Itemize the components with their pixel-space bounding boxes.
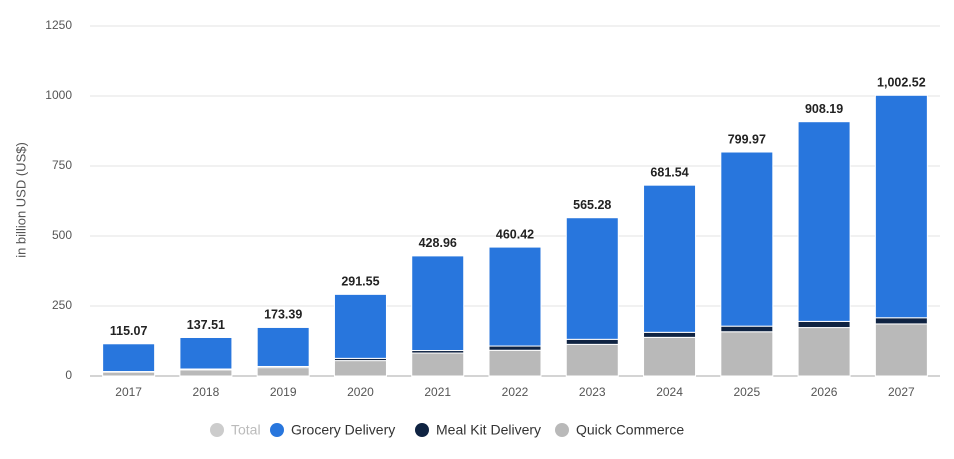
bar-segment <box>643 331 697 338</box>
data-label: 908.19 <box>805 102 843 116</box>
legend-marker[interactable] <box>270 423 284 437</box>
x-tick-label: 2025 <box>733 385 760 399</box>
bar-segment <box>256 367 310 377</box>
bar-segment <box>797 320 851 329</box>
x-tick-label: 2017 <box>115 385 142 399</box>
bar-segment <box>720 151 774 327</box>
bar-segment <box>720 331 774 377</box>
bar-segment <box>102 371 156 377</box>
bar-segment <box>874 94 928 319</box>
bar-segment <box>874 323 928 377</box>
y-tick-label: 500 <box>52 228 72 242</box>
data-label: 565.28 <box>573 198 611 212</box>
bar-segment <box>488 349 542 377</box>
bar-segment <box>488 246 542 347</box>
bar-segment <box>256 326 310 367</box>
legend-marker[interactable] <box>555 423 569 437</box>
data-label: 291.55 <box>341 275 379 289</box>
bar-segment <box>565 343 619 377</box>
x-tick-label: 2026 <box>811 385 838 399</box>
data-label: 173.39 <box>264 308 302 322</box>
data-label: 137.51 <box>187 318 225 332</box>
legend-marker[interactable] <box>210 423 224 437</box>
bar-segment <box>411 352 465 377</box>
bar-segment <box>102 343 156 373</box>
y-tick-label: 1000 <box>45 88 72 102</box>
legend-label[interactable]: Meal Kit Delivery <box>436 422 541 438</box>
bar-segment <box>797 121 851 322</box>
legend-label[interactable]: Quick Commerce <box>576 422 684 438</box>
bar-segment <box>333 293 387 359</box>
legend-label[interactable]: Grocery Delivery <box>291 422 395 438</box>
bar-segment <box>488 345 542 351</box>
y-tick-label: 250 <box>52 298 72 312</box>
x-tick-label: 2020 <box>347 385 374 399</box>
x-tick-label: 2019 <box>270 385 297 399</box>
x-tick-label: 2022 <box>502 385 529 399</box>
legend-label[interactable]: Total <box>231 422 261 438</box>
data-label: 460.42 <box>496 227 534 241</box>
y-axis-label: in billion USD (US$) <box>13 142 28 258</box>
x-tick-label: 2018 <box>193 385 220 399</box>
x-tick-label: 2023 <box>579 385 606 399</box>
bar-segment <box>874 317 928 325</box>
bar-segment <box>411 255 465 352</box>
bar-segment <box>333 360 387 377</box>
x-tick-label: 2027 <box>888 385 915 399</box>
y-tick-label: 0 <box>65 368 72 382</box>
legend-marker[interactable] <box>415 423 429 437</box>
bar-segment <box>797 327 851 377</box>
x-tick-label: 2024 <box>656 385 683 399</box>
data-label: 428.96 <box>419 236 457 250</box>
bar-segment <box>720 325 774 333</box>
bar-segment <box>179 369 233 377</box>
y-tick-label: 750 <box>52 158 72 172</box>
x-tick-label: 2021 <box>424 385 451 399</box>
bar-segment <box>643 336 697 377</box>
bar-segment <box>179 336 233 370</box>
data-label: 681.54 <box>650 165 688 179</box>
data-label: 115.07 <box>110 324 148 338</box>
bar-segment <box>643 184 697 333</box>
bar-segment <box>565 217 619 340</box>
y-tick-label: 1250 <box>45 18 72 32</box>
bar-segment <box>565 338 619 345</box>
data-label: 799.97 <box>728 132 766 146</box>
data-label: 1,002.52 <box>877 76 926 90</box>
